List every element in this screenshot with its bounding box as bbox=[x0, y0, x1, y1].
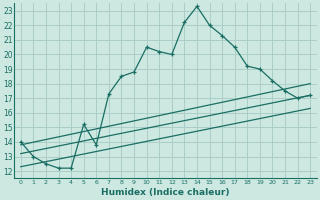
X-axis label: Humidex (Indice chaleur): Humidex (Indice chaleur) bbox=[101, 188, 230, 197]
